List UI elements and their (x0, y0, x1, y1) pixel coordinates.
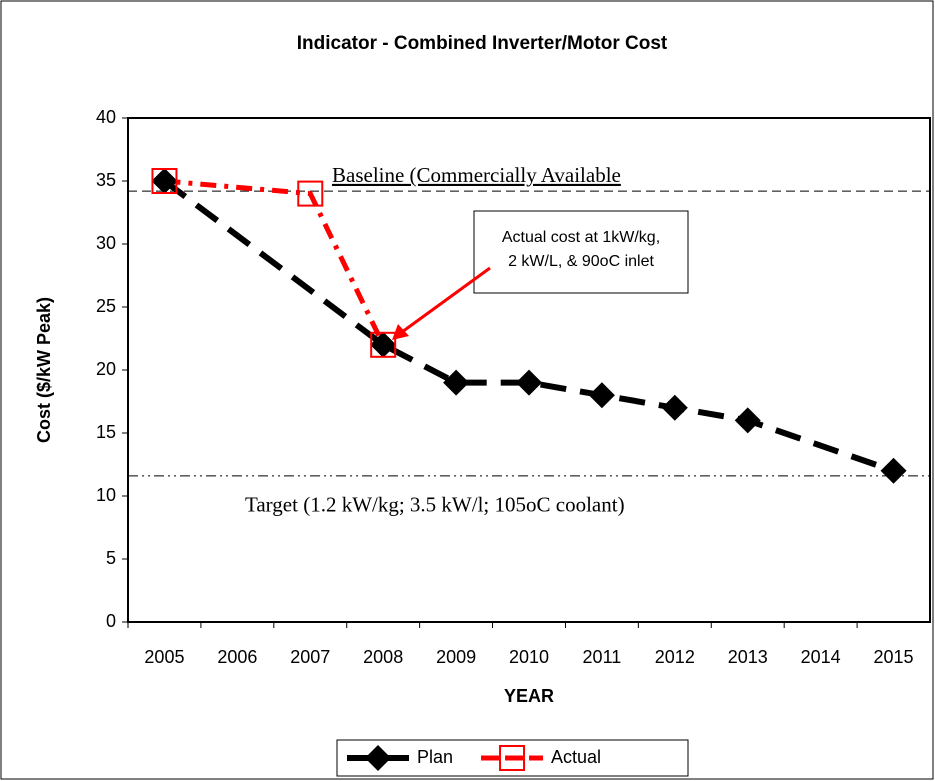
callout-arrow (401, 266, 491, 334)
data-point (443, 369, 470, 396)
reference-label: Baseline (Commercially Available (332, 163, 621, 187)
legend-label: Plan (417, 747, 453, 767)
x-tick-label: 2010 (509, 647, 549, 667)
data-point (588, 382, 615, 409)
y-tick-label: 20 (96, 359, 116, 379)
x-tick-label: 2012 (655, 647, 695, 667)
x-tick-label: 2009 (436, 647, 476, 667)
data-point (151, 168, 178, 194)
y-tick-label: 40 (96, 107, 116, 127)
data-point (370, 331, 397, 358)
y-tick-label: 15 (96, 422, 116, 442)
legend-marker (365, 745, 391, 771)
data-point (370, 331, 397, 358)
series-line (164, 178, 386, 346)
y-tick-label: 35 (96, 170, 116, 190)
callout-text: 2 kW/L, & 90oC inlet (508, 253, 654, 270)
x-tick-label: 2015 (874, 647, 914, 667)
reference-label: Target (1.2 kW/kg; 3.5 kW/l; 105oC coola… (245, 493, 625, 517)
x-tick-label: 2011 (583, 647, 622, 667)
y-tick-label: 10 (96, 485, 116, 505)
data-point (661, 394, 688, 421)
callout-text: Actual cost at 1kW/kg, (502, 229, 660, 246)
data-point (734, 407, 761, 434)
data-point (880, 457, 907, 484)
data-point (297, 180, 324, 207)
x-tick-label: 2005 (144, 647, 184, 667)
y-tick-label: 30 (96, 233, 116, 253)
y-tick-label: 0 (106, 611, 116, 631)
y-tick-label: 5 (106, 548, 116, 568)
x-tick-label: 2006 (217, 647, 257, 667)
x-tick-label: 2013 (728, 647, 768, 667)
legend-label: Actual (551, 747, 601, 767)
legend-marker (499, 745, 526, 771)
callout-arrowhead (392, 324, 409, 340)
x-tick-label: 2007 (290, 647, 330, 667)
x-tick-label: 2014 (801, 647, 841, 667)
data-point (151, 168, 178, 194)
callout-box (473, 210, 689, 294)
y-axis-label: Cost ($/kW Peak) (34, 297, 54, 443)
x-tick-label: 2008 (363, 647, 403, 667)
x-axis-label: YEAR (504, 686, 554, 706)
chart-title: Indicator - Combined Inverter/Motor Cost (297, 33, 668, 54)
data-point (516, 369, 542, 396)
y-tick-label: 25 (96, 296, 116, 316)
